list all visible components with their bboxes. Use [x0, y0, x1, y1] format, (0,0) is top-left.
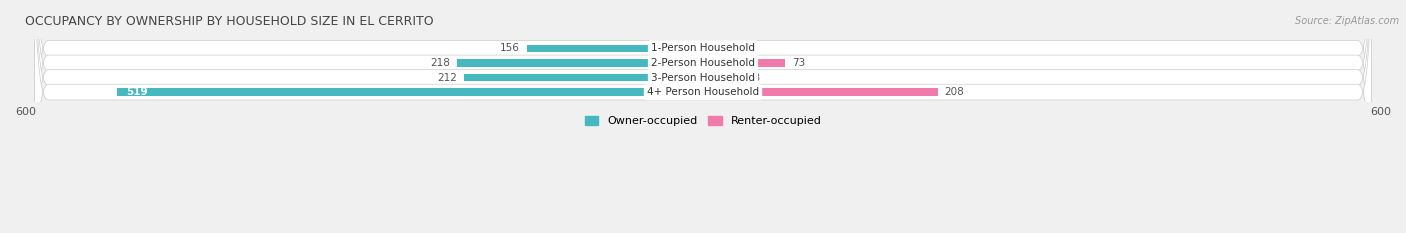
Text: 519: 519 [127, 87, 148, 97]
Text: 208: 208 [945, 87, 965, 97]
Text: 33: 33 [747, 72, 761, 82]
Text: Source: ZipAtlas.com: Source: ZipAtlas.com [1295, 16, 1399, 26]
FancyBboxPatch shape [35, 0, 1371, 230]
Text: OCCUPANCY BY OWNERSHIP BY HOUSEHOLD SIZE IN EL CERRITO: OCCUPANCY BY OWNERSHIP BY HOUSEHOLD SIZE… [25, 15, 434, 28]
Text: 3-Person Household: 3-Person Household [651, 72, 755, 82]
Text: 17: 17 [728, 43, 742, 53]
Bar [117, 88, 703, 96]
FancyBboxPatch shape [35, 0, 1371, 233]
Text: 156: 156 [501, 43, 520, 53]
Bar [703, 59, 786, 67]
Text: 73: 73 [792, 58, 806, 68]
Bar [527, 45, 703, 52]
Text: 4+ Person Household: 4+ Person Household [647, 87, 759, 97]
Bar [703, 45, 723, 52]
Bar [457, 59, 703, 67]
Text: 2-Person Household: 2-Person Household [651, 58, 755, 68]
Text: 218: 218 [430, 58, 450, 68]
Bar [703, 88, 938, 96]
Bar [464, 74, 703, 81]
Legend: Owner-occupied, Renter-occupied: Owner-occupied, Renter-occupied [581, 111, 825, 130]
FancyBboxPatch shape [35, 0, 1371, 233]
Text: 212: 212 [437, 72, 457, 82]
Text: 1-Person Household: 1-Person Household [651, 43, 755, 53]
FancyBboxPatch shape [35, 0, 1371, 216]
Bar [703, 74, 741, 81]
